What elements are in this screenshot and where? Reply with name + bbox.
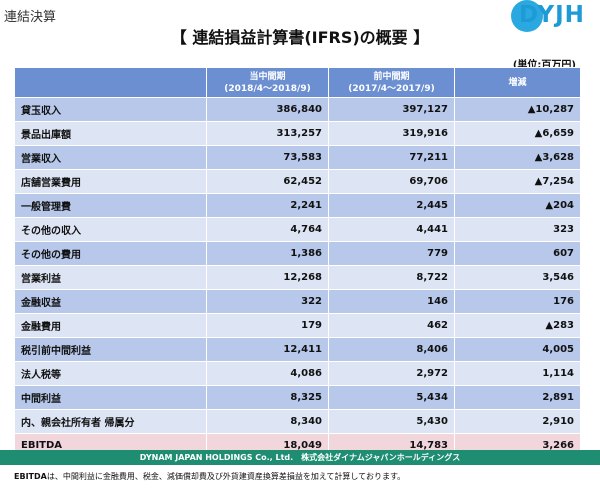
header-change: 増減 bbox=[454, 67, 581, 98]
table-row: 営業利益 12,268 8,722 3,546 bbox=[14, 265, 581, 290]
table-row: 法人税等 4,086 2,972 1,114 bbox=[14, 361, 581, 386]
table-row: 貸玉収入 386,840 397,127 ▲10,287 bbox=[14, 97, 581, 122]
row-label: 法人税等 bbox=[14, 361, 207, 386]
row-current-value: 4,764 bbox=[206, 217, 329, 242]
footer-company-bar: DYNAM JAPAN HOLDINGS Co., Ltd. 株式会社ダイナムジ… bbox=[0, 450, 600, 465]
row-change-value: ▲10,287 bbox=[454, 97, 581, 122]
footnote-term: EBITDA bbox=[14, 472, 47, 481]
row-change-value: 607 bbox=[454, 241, 581, 266]
footnote-text: は、中間利益に金融費用、税金、減価償却費及び外貨建資産換算差損益を加えて計算して… bbox=[46, 472, 406, 481]
row-previous-value: 2,445 bbox=[328, 193, 455, 218]
row-previous-value: 146 bbox=[328, 289, 455, 314]
header-current-range: (2018/4～2018/9) bbox=[224, 83, 311, 94]
row-change-value: 3,546 bbox=[454, 265, 581, 290]
table-row: 内、親会社所有者 帰属分 8,340 5,430 2,910 bbox=[14, 409, 581, 434]
footnote: EBITDAは、中間利益に金融費用、税金、減価償却費及び外貨建資産換算差損益を加… bbox=[14, 471, 405, 482]
row-previous-value: 77,211 bbox=[328, 145, 455, 170]
row-label: 内、親会社所有者 帰属分 bbox=[14, 409, 207, 434]
row-current-value: 2,241 bbox=[206, 193, 329, 218]
row-current-value: 179 bbox=[206, 313, 329, 338]
table-row: 金融収益 322 146 176 bbox=[14, 289, 581, 314]
header-blank bbox=[14, 67, 207, 98]
row-current-value: 12,411 bbox=[206, 337, 329, 362]
row-change-value: ▲283 bbox=[454, 313, 581, 338]
table-row: 店舗営業費用 62,452 69,706 ▲7,254 bbox=[14, 169, 581, 194]
row-current-value: 4,086 bbox=[206, 361, 329, 386]
row-previous-value: 2,972 bbox=[328, 361, 455, 386]
row-change-value: ▲3,628 bbox=[454, 145, 581, 170]
table-row: 中間利益 8,325 5,434 2,891 bbox=[14, 385, 581, 410]
row-label: 貸玉収入 bbox=[14, 97, 207, 122]
row-label: 金融収益 bbox=[14, 289, 207, 314]
row-change-value: 1,114 bbox=[454, 361, 581, 386]
row-previous-value: 5,430 bbox=[328, 409, 455, 434]
company-logo: DYJH bbox=[511, 0, 600, 34]
row-label: 営業収入 bbox=[14, 145, 207, 170]
header-previous-title: 前中間期 bbox=[373, 71, 410, 82]
row-change-value: 323 bbox=[454, 217, 581, 242]
row-previous-value: 462 bbox=[328, 313, 455, 338]
row-current-value: 1,386 bbox=[206, 241, 329, 266]
row-label: 景品出庫額 bbox=[14, 121, 207, 146]
logo-text: DYJH bbox=[519, 2, 585, 28]
row-change-value: 2,910 bbox=[454, 409, 581, 434]
row-label: 税引前中間利益 bbox=[14, 337, 207, 362]
row-current-value: 8,325 bbox=[206, 385, 329, 410]
row-current-value: 12,268 bbox=[206, 265, 329, 290]
row-current-value: 322 bbox=[206, 289, 329, 314]
row-label: 金融費用 bbox=[14, 313, 207, 338]
row-change-value: 176 bbox=[454, 289, 581, 314]
logo-circle-icon bbox=[511, 0, 543, 32]
row-current-value: 8,340 bbox=[206, 409, 329, 434]
row-previous-value: 4,441 bbox=[328, 217, 455, 242]
unit-label: (単位:百万円) bbox=[512, 60, 576, 71]
row-current-value: 73,583 bbox=[206, 145, 329, 170]
row-label: 一般管理費 bbox=[14, 193, 207, 218]
table-row: 営業収入 73,583 77,211 ▲3,628 bbox=[14, 145, 581, 170]
row-change-value: ▲7,254 bbox=[454, 169, 581, 194]
row-current-value: 386,840 bbox=[206, 97, 329, 122]
row-previous-value: 397,127 bbox=[328, 97, 455, 122]
row-previous-value: 8,406 bbox=[328, 337, 455, 362]
row-previous-value: 319,916 bbox=[328, 121, 455, 146]
row-label: 中間利益 bbox=[14, 385, 207, 410]
table-row: 金融費用 179 462 ▲283 bbox=[14, 313, 581, 338]
header-current-period: 当中間期 (2018/4～2018/9) bbox=[206, 67, 329, 98]
row-previous-value: 8,722 bbox=[328, 265, 455, 290]
table-row: その他の費用 1,386 779 607 bbox=[14, 241, 581, 266]
row-label: 店舗営業費用 bbox=[14, 169, 207, 194]
row-label: その他の費用 bbox=[14, 241, 207, 266]
row-previous-value: 779 bbox=[328, 241, 455, 266]
row-previous-value: 69,706 bbox=[328, 169, 455, 194]
header-previous-period: 前中間期 (2017/4～2017/9) bbox=[328, 67, 455, 98]
header-current-title: 当中間期 bbox=[249, 71, 286, 82]
row-change-value: ▲204 bbox=[454, 193, 581, 218]
table-row: 一般管理費 2,241 2,445 ▲204 bbox=[14, 193, 581, 218]
row-current-value: 313,257 bbox=[206, 121, 329, 146]
table-row: その他の収入 4,764 4,441 323 bbox=[14, 217, 581, 242]
table-header-row: 当中間期 (2018/4～2018/9) 前中間期 (2017/4～2017/9… bbox=[14, 67, 581, 98]
table-row: 税引前中間利益 12,411 8,406 4,005 bbox=[14, 337, 581, 362]
row-label: その他の収入 bbox=[14, 217, 207, 242]
row-change-value: 4,005 bbox=[454, 337, 581, 362]
row-label: 営業利益 bbox=[14, 265, 207, 290]
row-change-value: ▲6,659 bbox=[454, 121, 581, 146]
income-statement-table: 当中間期 (2018/4～2018/9) 前中間期 (2017/4～2017/9… bbox=[14, 67, 581, 458]
row-change-value: 2,891 bbox=[454, 385, 581, 410]
table-row: 景品出庫額 313,257 319,916 ▲6,659 bbox=[14, 121, 581, 146]
page-title: 【 連結損益計算書(IFRS)の概要 】 bbox=[170, 28, 430, 47]
row-previous-value: 5,434 bbox=[328, 385, 455, 410]
header-previous-range: (2017/4～2017/9) bbox=[348, 83, 435, 94]
section-label: 連結決算 bbox=[4, 10, 57, 25]
row-current-value: 62,452 bbox=[206, 169, 329, 194]
